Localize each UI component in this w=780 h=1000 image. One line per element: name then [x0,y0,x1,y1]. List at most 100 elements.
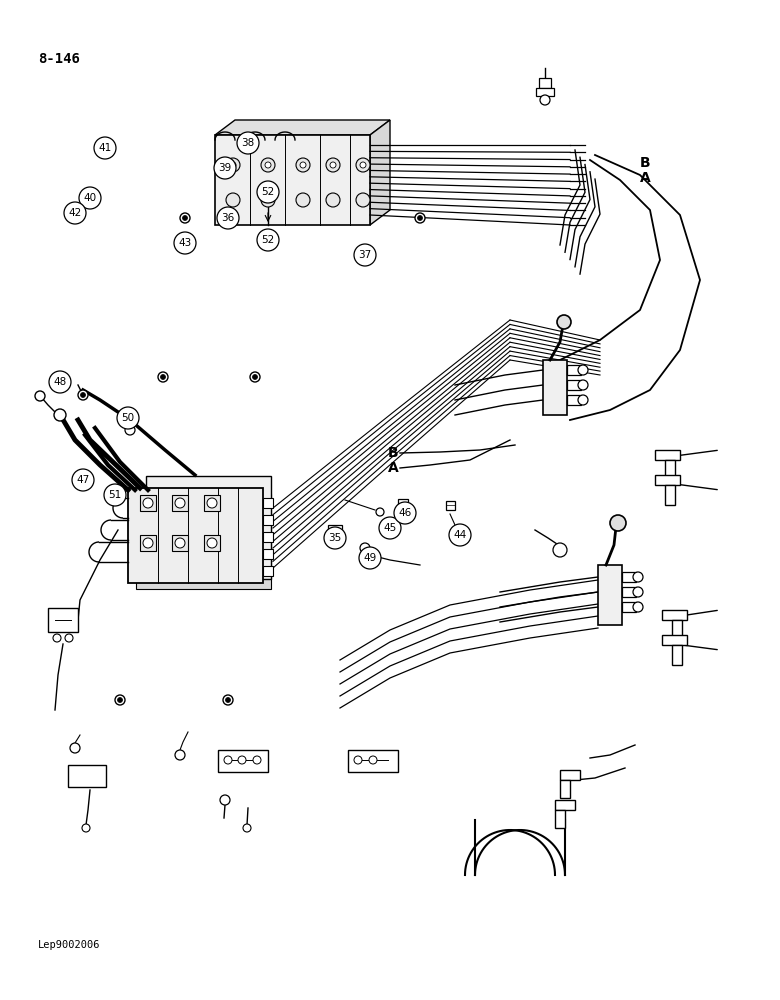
Circle shape [125,425,135,435]
Bar [140,535,156,551]
Circle shape [118,698,122,702]
Bar [672,645,682,665]
Text: 35: 35 [328,533,342,543]
Circle shape [225,698,231,702]
Bar [662,610,687,620]
Text: 43: 43 [179,238,192,248]
Bar [263,566,273,576]
Circle shape [238,756,246,764]
Circle shape [217,207,239,229]
Bar [622,602,636,612]
Bar [263,498,273,508]
Bar [555,800,575,810]
Circle shape [261,158,275,172]
Circle shape [633,602,643,612]
Circle shape [360,162,366,168]
Circle shape [115,695,125,705]
Circle shape [79,187,101,209]
Bar [598,565,622,625]
Text: 51: 51 [108,490,122,500]
Circle shape [183,216,187,221]
Bar [560,780,570,798]
Bar [560,770,580,780]
Circle shape [117,407,139,429]
Circle shape [70,743,80,753]
Circle shape [175,750,185,760]
Bar [263,515,273,525]
Circle shape [369,756,377,764]
Text: A: A [640,171,651,185]
Circle shape [175,538,185,548]
Text: B: B [640,156,651,170]
Circle shape [300,162,306,168]
Bar [665,485,675,505]
Bar [622,572,636,582]
Circle shape [265,162,271,168]
Text: 48: 48 [53,377,66,387]
Circle shape [104,484,126,506]
Circle shape [82,824,90,832]
Text: Lep9002006: Lep9002006 [38,940,101,950]
Circle shape [360,543,370,553]
Circle shape [359,547,381,569]
Circle shape [207,538,217,548]
Bar [655,450,680,460]
Circle shape [237,132,259,154]
Circle shape [161,374,165,379]
Text: 38: 38 [241,138,254,148]
Circle shape [296,193,310,207]
Circle shape [224,756,232,764]
Bar [146,476,271,579]
Circle shape [354,244,376,266]
Bar [672,620,682,640]
Text: A: A [388,461,399,475]
Circle shape [207,498,217,508]
Circle shape [78,390,88,400]
Text: 52: 52 [261,235,275,245]
Bar [665,460,675,480]
Polygon shape [215,120,390,135]
Bar [539,78,551,88]
Text: B: B [388,446,399,460]
Circle shape [578,365,588,375]
Bar [543,360,567,415]
Bar [662,635,687,645]
Circle shape [226,193,240,207]
Bar [555,810,565,828]
Circle shape [253,374,257,379]
Circle shape [324,527,346,549]
Text: 44: 44 [453,530,466,540]
Text: 39: 39 [218,163,232,173]
Circle shape [415,213,425,223]
Circle shape [72,469,94,491]
Bar [48,608,78,632]
Circle shape [296,158,310,172]
Bar [128,488,263,583]
Circle shape [175,498,185,508]
Bar [263,532,273,542]
Bar [172,535,188,551]
Bar [215,135,370,225]
Bar [218,750,268,772]
Circle shape [633,572,643,582]
Circle shape [326,158,340,172]
Circle shape [214,157,236,179]
Circle shape [143,538,153,548]
Circle shape [230,162,236,168]
Circle shape [326,193,340,207]
Circle shape [80,392,86,397]
Text: 40: 40 [83,193,97,203]
Circle shape [220,795,230,805]
Circle shape [49,371,71,393]
Polygon shape [370,120,390,225]
Text: 41: 41 [98,143,112,153]
Bar [172,495,188,511]
Circle shape [261,193,275,207]
Text: 46: 46 [399,508,412,518]
Bar [655,475,680,485]
Bar [136,494,271,589]
Bar [140,495,156,511]
Circle shape [578,395,588,405]
Circle shape [610,515,626,531]
Bar [348,750,398,772]
